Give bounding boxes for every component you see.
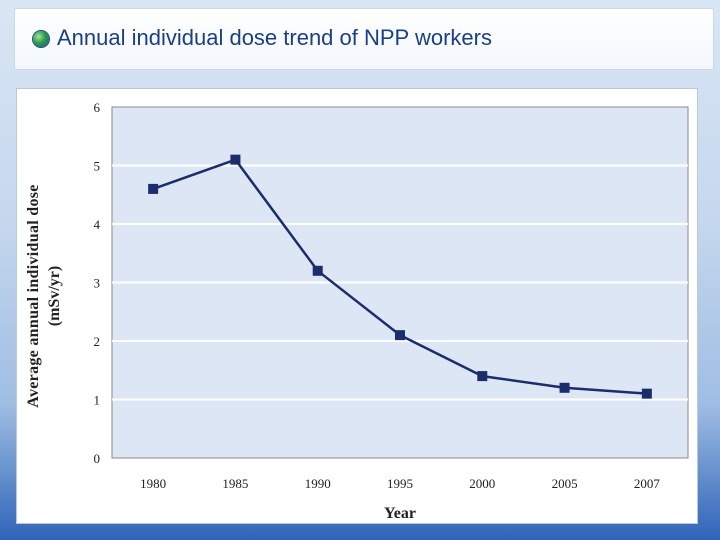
x-tick-label: 1980 bbox=[140, 476, 166, 491]
y-tick-label: 4 bbox=[94, 217, 101, 232]
x-tick-label: 2000 bbox=[469, 476, 495, 491]
y-axis-title-line2: (mSv/yr) bbox=[46, 266, 63, 326]
x-tick-label: 1990 bbox=[305, 476, 331, 491]
data-point-marker bbox=[312, 265, 323, 276]
data-point-marker bbox=[148, 183, 159, 194]
y-tick-label: 5 bbox=[94, 159, 101, 174]
y-tick-label: 3 bbox=[94, 276, 101, 291]
slide-title: Annual individual dose trend of NPP work… bbox=[57, 25, 492, 50]
y-tick-label: 1 bbox=[94, 393, 101, 408]
data-point-marker bbox=[230, 154, 241, 165]
x-tick-label: 2005 bbox=[552, 476, 578, 491]
data-point-marker bbox=[477, 371, 488, 382]
data-point-marker bbox=[559, 382, 570, 393]
x-tick-label: 2007 bbox=[634, 476, 661, 491]
y-tick-label: 0 bbox=[94, 451, 101, 466]
y-axis-title-line1: Average annual individual dose bbox=[25, 184, 42, 407]
slide-header: Annual individual dose trend of NPP work… bbox=[14, 8, 714, 70]
data-point-marker bbox=[395, 330, 405, 341]
x-tick-label: 1995 bbox=[387, 476, 413, 491]
x-axis-title: Year bbox=[384, 505, 416, 522]
y-tick-label: 6 bbox=[94, 100, 101, 115]
y-tick-label: 2 bbox=[94, 334, 101, 349]
x-tick-label: 1985 bbox=[222, 476, 248, 491]
data-point-marker bbox=[641, 388, 652, 399]
globe-bullet-icon bbox=[33, 31, 49, 47]
